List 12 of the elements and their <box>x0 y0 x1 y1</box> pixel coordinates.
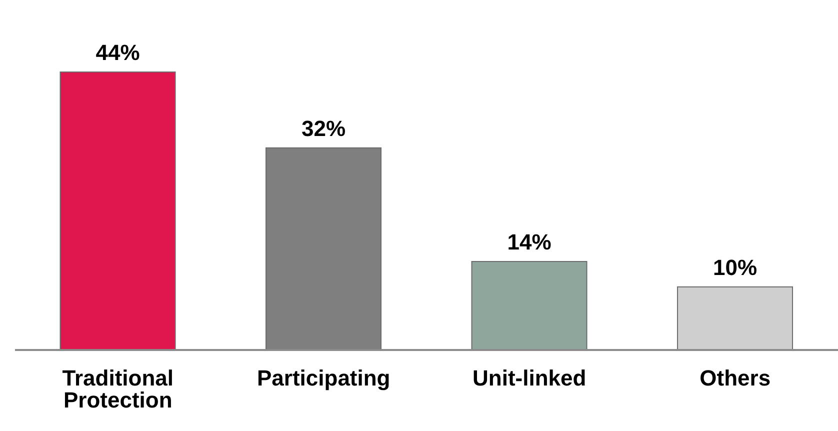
bar <box>60 72 176 350</box>
bar <box>266 147 382 350</box>
x-tick-label: Traditional Protection <box>62 366 174 413</box>
data-label: 14% <box>507 230 552 255</box>
bar <box>471 261 588 350</box>
data-label: 10% <box>712 254 758 280</box>
bar <box>677 286 794 350</box>
data-label: 32% <box>301 116 346 141</box>
x-tick-label: Participating <box>257 366 390 391</box>
x-tick-label: Unit-linked <box>472 366 586 391</box>
x-tick-label: Others <box>700 366 771 391</box>
data-label: 44% <box>96 40 140 65</box>
